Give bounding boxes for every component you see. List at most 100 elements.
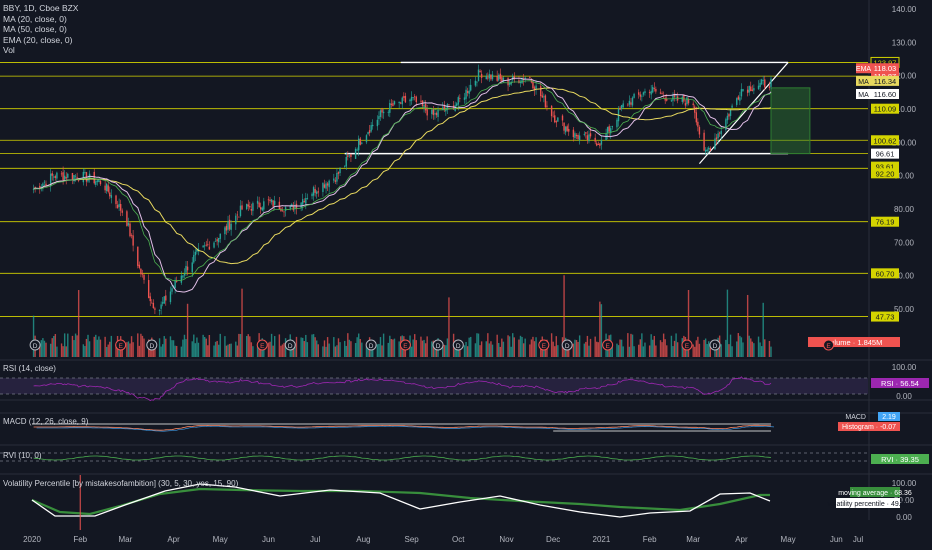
volume-bar bbox=[219, 333, 221, 357]
volume-bar bbox=[345, 345, 347, 357]
event-marker bbox=[681, 339, 693, 351]
candle-body bbox=[600, 139, 603, 145]
candle-body bbox=[241, 205, 243, 210]
event-marker bbox=[602, 339, 614, 351]
candle-body bbox=[466, 91, 469, 94]
price-label-box bbox=[871, 63, 899, 74]
rvi-title[interactable]: RVI (10, 0) bbox=[3, 451, 42, 460]
volume-bar bbox=[456, 346, 458, 357]
volume-bar bbox=[703, 339, 705, 357]
volume-bar bbox=[269, 341, 271, 357]
candle-body bbox=[245, 203, 248, 210]
volume-bar bbox=[129, 343, 131, 357]
price-label-box bbox=[871, 168, 899, 179]
candle-body bbox=[56, 172, 58, 179]
candle-body bbox=[687, 98, 690, 104]
volume-bar bbox=[480, 341, 483, 357]
candle-body bbox=[263, 201, 265, 210]
volume-bar bbox=[322, 346, 324, 357]
candle-body bbox=[278, 201, 281, 210]
volume-bar bbox=[597, 342, 599, 357]
candle-body bbox=[45, 183, 47, 186]
volume-bar bbox=[764, 339, 766, 357]
legend-ma20[interactable]: MA (20, close, 0) bbox=[3, 13, 67, 24]
volume-bar bbox=[183, 334, 186, 357]
candle-body bbox=[359, 138, 361, 145]
legend-vol[interactable]: Vol bbox=[3, 45, 15, 55]
volume-bar bbox=[88, 341, 91, 357]
candle-body bbox=[292, 206, 295, 211]
time-axis-label: Oct bbox=[452, 535, 465, 544]
legend-ma50[interactable]: MA (50, close, 0) bbox=[3, 24, 67, 34]
volume-bar bbox=[256, 344, 259, 357]
volume-bar bbox=[463, 345, 466, 357]
volume-bar bbox=[627, 333, 629, 357]
volume-bar bbox=[513, 337, 515, 357]
event-marker bbox=[538, 339, 550, 351]
candle-body bbox=[393, 101, 396, 105]
rsi-tick: 100.00 bbox=[892, 363, 917, 372]
volume-bar bbox=[535, 337, 537, 357]
candle-body bbox=[323, 184, 326, 188]
volume-bar bbox=[686, 346, 688, 357]
candle-body bbox=[479, 70, 481, 73]
candle-body bbox=[616, 119, 618, 128]
volume-bar bbox=[760, 346, 763, 357]
legend-ema20[interactable]: EMA (20, close, 0) bbox=[3, 34, 73, 45]
candle-body bbox=[151, 302, 153, 304]
vp-title[interactable]: Volatility Percentile [by mistakesofambi… bbox=[3, 479, 239, 488]
time-axis-label: Jun bbox=[262, 535, 275, 544]
candle-body bbox=[414, 96, 416, 98]
candle-body bbox=[529, 77, 531, 79]
candle-body bbox=[337, 172, 340, 174]
price-label: 93.61 bbox=[876, 163, 895, 172]
candle-body bbox=[446, 104, 449, 110]
volume-bar bbox=[267, 342, 270, 357]
volume-bar bbox=[365, 346, 368, 357]
rsi-tick: 0.00 bbox=[896, 392, 912, 401]
candle-body bbox=[227, 221, 229, 230]
volume-bar bbox=[109, 341, 111, 357]
volume-bar bbox=[311, 334, 313, 357]
candle-body bbox=[627, 104, 629, 106]
candle-body bbox=[524, 77, 526, 80]
volume-bar bbox=[71, 335, 74, 357]
volume-bar bbox=[746, 294, 749, 357]
candle-body bbox=[74, 175, 77, 177]
rsi-title[interactable]: RSI (14, close) bbox=[3, 364, 56, 373]
indicator-tag-box bbox=[856, 89, 871, 99]
volume-bar bbox=[728, 344, 730, 357]
candle-body bbox=[365, 135, 368, 143]
candle-body bbox=[152, 302, 155, 309]
volume-bar bbox=[283, 342, 285, 357]
candle-body bbox=[476, 81, 478, 83]
event-marker-label: D bbox=[456, 343, 461, 350]
candle-body bbox=[258, 202, 260, 208]
candle-body bbox=[82, 171, 85, 183]
candle-body bbox=[502, 77, 505, 83]
candle-body bbox=[126, 211, 128, 227]
candle-body bbox=[171, 288, 173, 292]
volume-bar bbox=[572, 343, 575, 357]
volume-bar bbox=[172, 340, 175, 357]
candle-body bbox=[415, 96, 417, 103]
volume-bar bbox=[729, 334, 732, 357]
candle-body bbox=[224, 227, 226, 235]
candle-body bbox=[652, 86, 654, 93]
candle-body bbox=[435, 112, 438, 116]
candle-body bbox=[575, 134, 578, 137]
macd-title[interactable]: MACD (12, 26, close, 9) bbox=[3, 417, 89, 426]
volume-bar bbox=[666, 345, 668, 357]
volume-bar bbox=[350, 341, 352, 357]
volume-bar bbox=[470, 336, 472, 357]
volume-bar bbox=[695, 340, 698, 357]
volume-bar bbox=[202, 334, 204, 357]
volume-bar bbox=[39, 344, 41, 357]
candle-body bbox=[555, 121, 557, 123]
signal-line bbox=[36, 425, 775, 432]
event-marker-label: D bbox=[436, 343, 441, 350]
candle-body bbox=[540, 86, 542, 97]
volume-bar bbox=[512, 333, 514, 357]
candle-body bbox=[445, 109, 447, 112]
